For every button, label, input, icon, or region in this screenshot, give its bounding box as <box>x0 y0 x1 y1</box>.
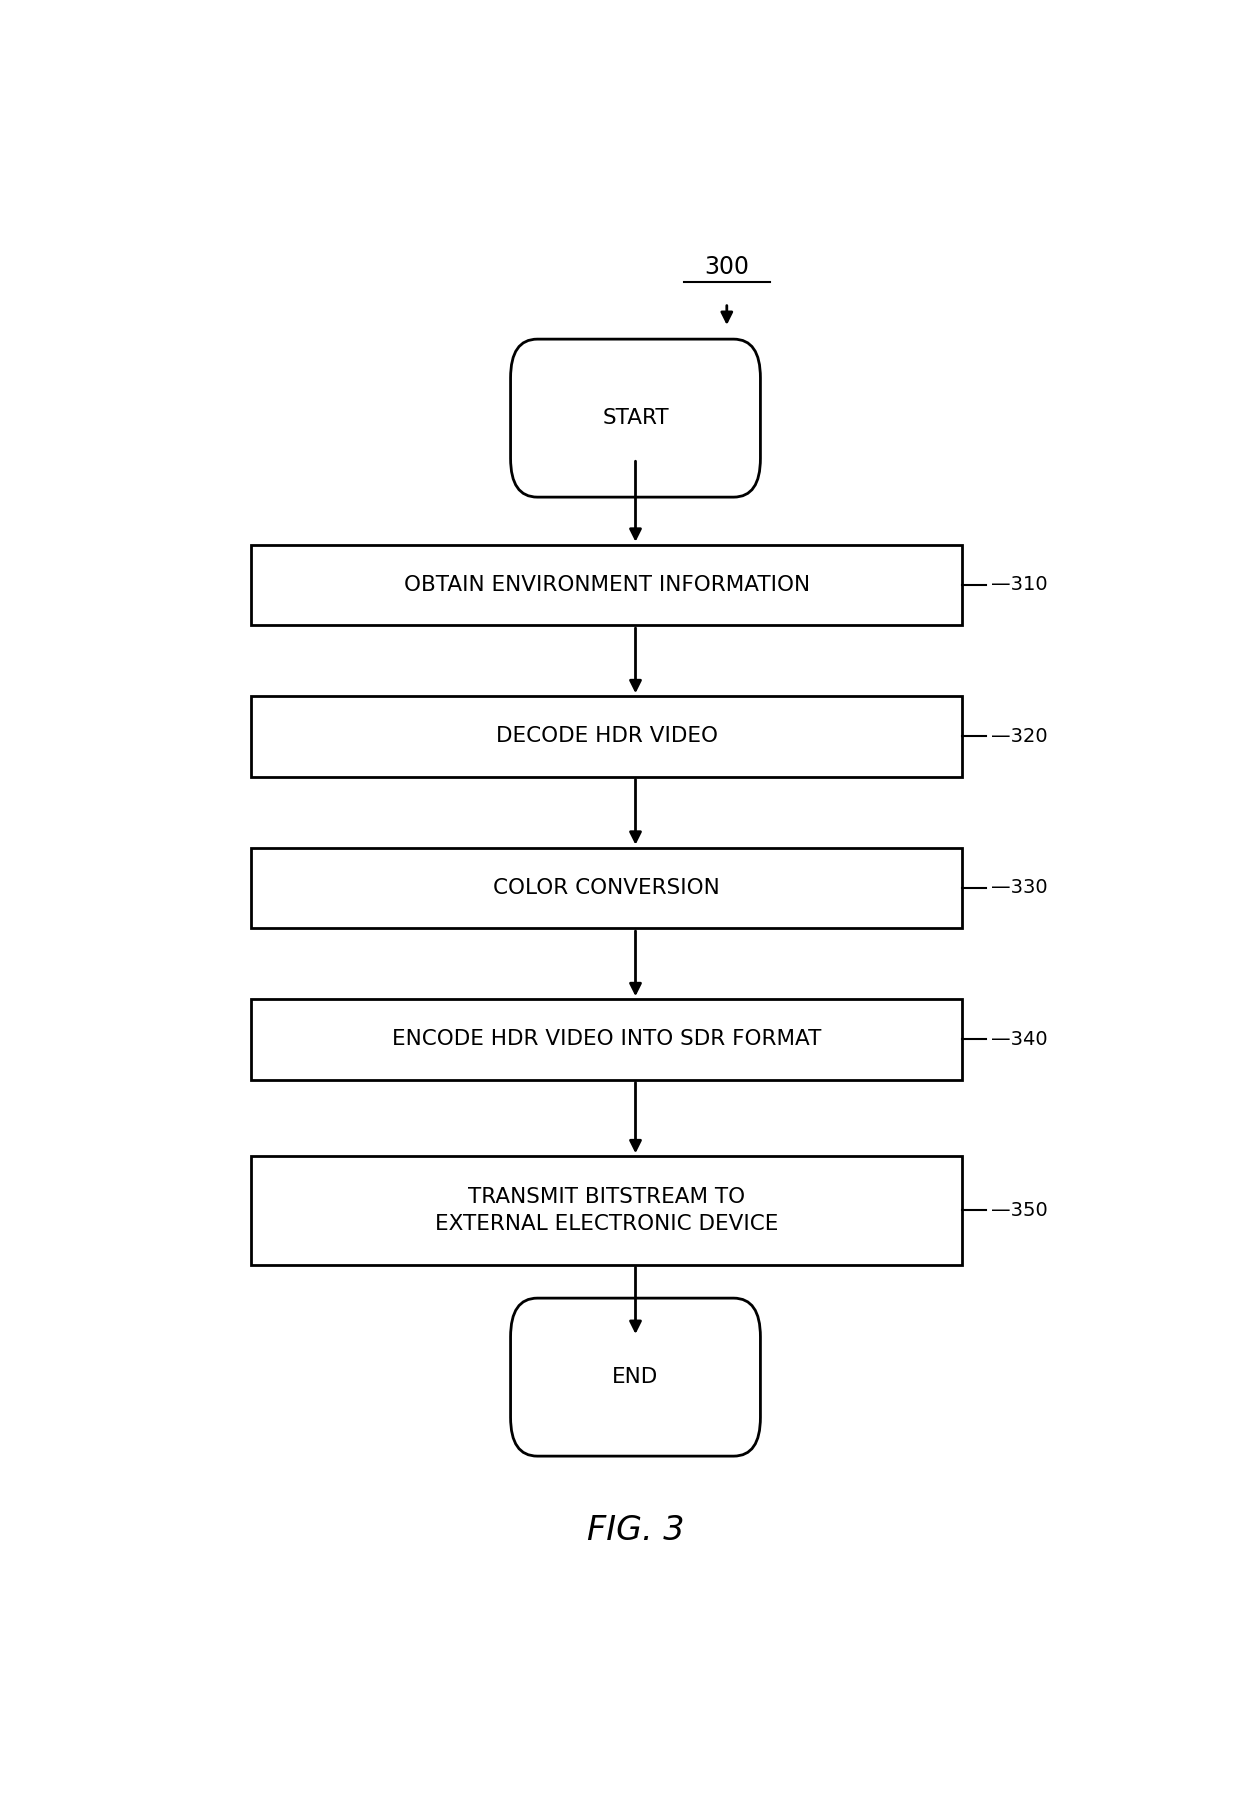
Text: COLOR CONVERSION: COLOR CONVERSION <box>494 877 720 897</box>
Text: —340: —340 <box>991 1031 1048 1049</box>
Text: OBTAIN ENVIRONMENT INFORMATION: OBTAIN ENVIRONMENT INFORMATION <box>403 576 810 596</box>
FancyBboxPatch shape <box>250 1157 962 1265</box>
Text: —330: —330 <box>991 879 1048 897</box>
Text: TRANSMIT BITSTREAM TO
EXTERNAL ELECTRONIC DEVICE: TRANSMIT BITSTREAM TO EXTERNAL ELECTRONI… <box>435 1188 779 1233</box>
Text: ENCODE HDR VIDEO INTO SDR FORMAT: ENCODE HDR VIDEO INTO SDR FORMAT <box>392 1029 821 1049</box>
Text: DECODE HDR VIDEO: DECODE HDR VIDEO <box>496 726 718 747</box>
FancyBboxPatch shape <box>250 545 962 625</box>
Text: —310: —310 <box>991 576 1048 594</box>
FancyBboxPatch shape <box>250 697 962 776</box>
FancyBboxPatch shape <box>250 1000 962 1079</box>
Text: END: END <box>613 1366 658 1386</box>
Text: 300: 300 <box>704 255 749 280</box>
Text: START: START <box>603 408 668 428</box>
Text: —320: —320 <box>991 727 1048 745</box>
FancyBboxPatch shape <box>511 339 760 496</box>
FancyBboxPatch shape <box>250 848 962 928</box>
Text: —350: —350 <box>991 1200 1048 1220</box>
Text: FIG. 3: FIG. 3 <box>587 1514 684 1547</box>
FancyBboxPatch shape <box>511 1298 760 1457</box>
